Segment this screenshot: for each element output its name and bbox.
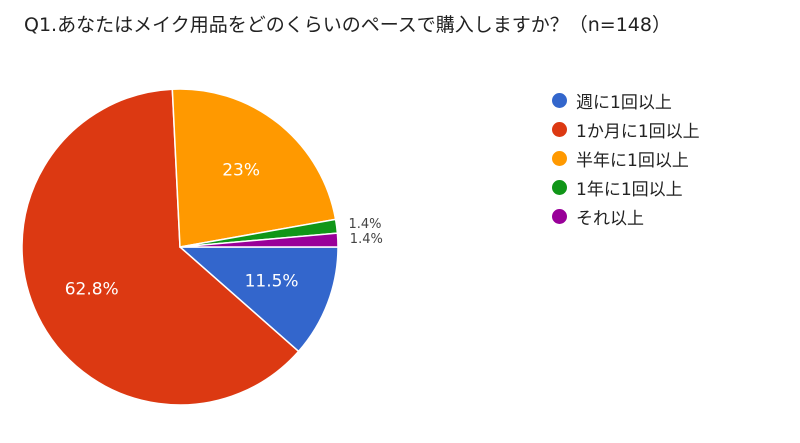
pie-slice bbox=[178, 246, 339, 353]
legend-label: 1年に1回以上 bbox=[576, 180, 683, 200]
chart-title: Q1.あなたはメイク用品をどのくらいのペースで購入しますか？（n=148） bbox=[24, 14, 671, 36]
legend-item: 週に1回以上 bbox=[552, 86, 700, 115]
slice-data-label: 1.4% bbox=[349, 217, 382, 232]
legend-label: 半年に1回以上 bbox=[576, 151, 689, 171]
legend-swatch bbox=[552, 151, 567, 166]
pie-slice bbox=[171, 88, 337, 248]
slice-data-label: 23% bbox=[222, 160, 260, 180]
legend-label: 1か月に1回以上 bbox=[576, 122, 700, 142]
slice-data-label: 1.4% bbox=[350, 232, 383, 247]
legend-swatch bbox=[552, 180, 567, 195]
legend-label: 週に1回以上 bbox=[576, 93, 672, 113]
legend-swatch bbox=[552, 122, 567, 137]
legend-item: 1か月に1回以上 bbox=[552, 115, 700, 144]
legend-item: 1年に1回以上 bbox=[552, 173, 700, 202]
legend-swatch bbox=[552, 209, 567, 224]
slice-data-label: 11.5% bbox=[245, 272, 299, 292]
legend-item: 半年に1回以上 bbox=[552, 144, 700, 173]
legend-item: それ以上 bbox=[552, 202, 700, 231]
legend-label: それ以上 bbox=[576, 209, 644, 229]
pie-slice bbox=[179, 232, 339, 248]
slice-data-label: 62.8% bbox=[65, 280, 119, 300]
pie-slice bbox=[21, 88, 300, 406]
legend: 週に1回以上 1か月に1回以上 半年に1回以上 1年に1回以上 それ以上 bbox=[552, 86, 700, 231]
legend-swatch bbox=[552, 93, 567, 108]
